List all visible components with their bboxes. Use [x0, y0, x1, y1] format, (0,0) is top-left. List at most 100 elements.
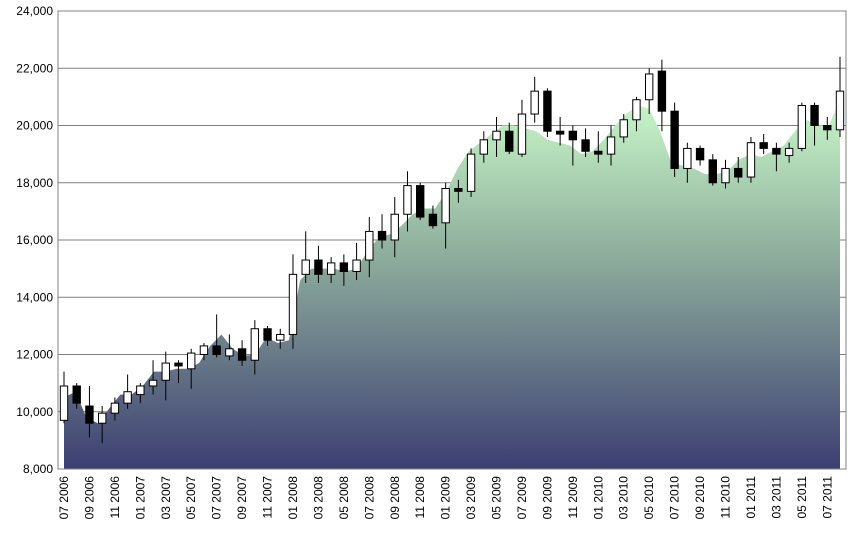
- x-tick-label: 09 2006: [82, 476, 96, 520]
- candle-body: [517, 113, 527, 155]
- candle: [352, 242, 361, 281]
- candle-body: [632, 99, 641, 121]
- candle: [454, 179, 463, 203]
- candle: [416, 182, 425, 220]
- x-tick-label: 07 2006: [57, 476, 71, 520]
- candle: [85, 385, 94, 438]
- x-tick-label: 01 2007: [133, 476, 147, 520]
- candle-body: [492, 130, 501, 141]
- candle-body: [365, 230, 374, 261]
- candle-body: [314, 259, 323, 275]
- candle-body: [581, 139, 590, 152]
- candle: [199, 343, 209, 361]
- y-tick-label: 24,000: [16, 4, 53, 18]
- x-tick-label: 05 2008: [337, 476, 351, 520]
- candle: [759, 134, 768, 155]
- candle: [326, 257, 336, 283]
- candle: [823, 116, 832, 140]
- candle-body: [670, 110, 679, 169]
- x-tick-label: 09 2008: [388, 476, 402, 520]
- candle-body: [657, 70, 667, 112]
- candle-body: [148, 379, 158, 387]
- candle: [136, 383, 145, 404]
- y-tick-label: 22,000: [16, 61, 53, 75]
- candle-body: [530, 90, 539, 115]
- candle-body: [772, 147, 781, 155]
- candle: [708, 154, 717, 186]
- candle-body: [568, 130, 578, 141]
- candle-body: [708, 159, 717, 184]
- y-tick-label: 8,000: [23, 462, 53, 476]
- candle-body: [683, 147, 692, 169]
- candle-body: [250, 328, 260, 361]
- x-tick-label: 05 2011: [795, 476, 809, 519]
- candle-body: [85, 405, 94, 424]
- candle: [72, 383, 81, 409]
- candle: [505, 122, 514, 155]
- candle-body: [454, 187, 463, 192]
- candle: [734, 156, 743, 183]
- candle: [466, 148, 476, 198]
- candle: [810, 102, 819, 146]
- candle-body: [505, 130, 514, 152]
- candle: [632, 96, 641, 132]
- candle-body: [97, 412, 107, 424]
- x-tick-label: 03 2010: [617, 476, 631, 520]
- candle: [721, 159, 730, 189]
- candle: [250, 320, 260, 375]
- candle: [428, 205, 438, 229]
- candle-body: [352, 259, 361, 272]
- candle-body: [810, 104, 819, 127]
- candle-body: [759, 142, 768, 149]
- candle: [581, 128, 590, 157]
- x-tick-label: 11 2006: [108, 476, 122, 519]
- candle-body: [301, 259, 310, 275]
- candle-body: [479, 139, 488, 155]
- candle-body: [276, 333, 285, 341]
- candle-body: [441, 187, 450, 224]
- x-tick-label: 11 2010: [719, 476, 733, 519]
- candle: [123, 374, 132, 409]
- x-tick-label: 05 2007: [184, 476, 198, 520]
- candle: [263, 325, 272, 346]
- candle-body: [416, 185, 425, 218]
- x-tick-label: 11 2009: [566, 476, 580, 519]
- x-tick-label: 07 2011: [820, 476, 834, 519]
- candle: [644, 68, 654, 115]
- candle-body: [784, 147, 794, 157]
- x-tick-label: 07 2010: [668, 476, 682, 520]
- candle: [148, 360, 158, 395]
- candle-body: [466, 153, 476, 192]
- x-tick-label: 07 2008: [362, 476, 376, 520]
- candle-body: [174, 362, 183, 367]
- candle-body: [110, 402, 120, 414]
- candle: [594, 131, 603, 163]
- candle: [110, 397, 120, 421]
- candle: [339, 254, 349, 286]
- candle: [657, 59, 667, 132]
- x-tick-label: 01 2008: [286, 476, 300, 520]
- y-tick-label: 12,000: [16, 348, 53, 362]
- x-tick-label: 09 2007: [235, 476, 249, 520]
- plot-border: [57, 10, 847, 470]
- x-tick-label: 01 2010: [591, 476, 605, 520]
- candle: [59, 371, 69, 424]
- candle-body: [136, 385, 145, 396]
- candle-body: [695, 147, 705, 161]
- candle-body: [237, 348, 247, 361]
- candle-body: [428, 213, 438, 227]
- y-tick-label: 14,000: [16, 290, 53, 304]
- x-tick-label: 05 2010: [642, 476, 656, 520]
- candle: [276, 328, 285, 349]
- candle: [390, 197, 399, 258]
- x-tick-label: 09 2009: [540, 476, 554, 520]
- candle-body: [835, 90, 845, 131]
- candle-body: [212, 345, 221, 356]
- x-tick-label: 03 2009: [464, 476, 478, 520]
- x-tick-label: 03 2011: [769, 476, 783, 519]
- candle: [492, 116, 501, 157]
- x-tick-label: 07 2007: [210, 476, 224, 520]
- candle-body: [377, 230, 387, 241]
